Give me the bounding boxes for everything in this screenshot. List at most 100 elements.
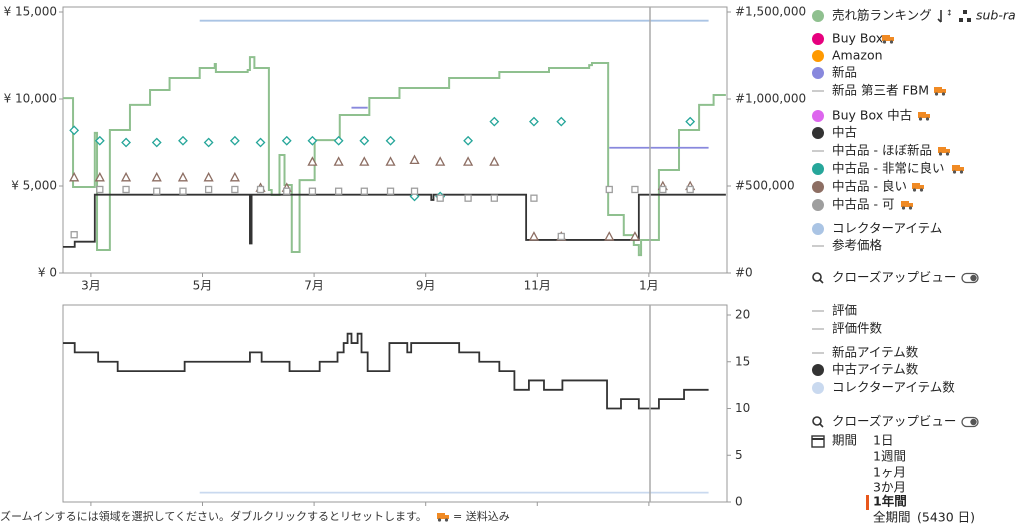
y-tick-label: 0 xyxy=(735,495,743,509)
triangle-marker xyxy=(307,156,318,166)
period-option[interactable]: 1日 xyxy=(873,433,893,448)
legend-label[interactable]: 中古 xyxy=(832,125,857,140)
legend-dot[interactable] xyxy=(812,67,824,79)
period-option[interactable]: 1年間 xyxy=(873,494,907,509)
legend-label[interactable]: 新品 第三者 FBM xyxy=(832,83,929,98)
square-marker xyxy=(153,187,161,195)
tree-icon[interactable] xyxy=(959,10,971,22)
x-tick-label: 7月 xyxy=(304,279,324,293)
square-marker xyxy=(334,187,343,195)
legend-dot[interactable] xyxy=(812,223,824,235)
square-marker xyxy=(204,185,213,194)
triangle-marker xyxy=(229,171,240,182)
diamond-marker xyxy=(463,135,474,146)
triangle-marker xyxy=(120,171,132,182)
legend-label[interactable]: コレクターアイテム数 xyxy=(832,380,955,395)
chart: 0 5 10 15 20 xyxy=(62,304,750,509)
series-line xyxy=(63,193,726,248)
diamond-marker xyxy=(255,137,266,148)
period-option[interactable]: 1週間 xyxy=(873,449,906,464)
legend-label[interactable]: コレクターアイテム xyxy=(832,221,942,236)
closeup-toggle[interactable] xyxy=(961,416,979,428)
truck-icon xyxy=(912,183,924,192)
diamond-marker xyxy=(121,137,131,148)
legend-dot[interactable] xyxy=(812,10,824,22)
truck-icon xyxy=(882,35,894,44)
footer: ズームインするには領域を選択してください。ダブルクリックするとリセットします。 … xyxy=(0,509,510,523)
legend-label[interactable]: Buy Box 中古 xyxy=(832,108,912,123)
diamond-marker xyxy=(529,116,539,127)
legend-label[interactable]: 中古品 - 非常に良い xyxy=(832,161,944,176)
series-line xyxy=(63,332,709,410)
legend-dot[interactable] xyxy=(812,110,824,122)
diamond-marker xyxy=(685,116,696,127)
square-marker xyxy=(659,185,667,194)
triangle-marker xyxy=(604,231,615,241)
closeup-label[interactable]: クローズアップビュー xyxy=(832,270,956,285)
x-tick-label: 5月 xyxy=(193,279,213,293)
triangle-marker xyxy=(151,171,162,182)
sort-icon[interactable]: ↕ xyxy=(937,9,953,23)
x-tick-label: 11月 xyxy=(524,279,551,293)
legend-label[interactable]: 評価 xyxy=(832,303,857,318)
period-option[interactable]: 1ヶ月 xyxy=(873,465,906,480)
legend-label[interactable]: 売れ筋ランキング xyxy=(832,8,932,23)
y-tick-label: #500,000 xyxy=(735,179,795,193)
truck-note: = 送料込み xyxy=(453,509,510,523)
svg-text:↕: ↕ xyxy=(946,9,953,18)
calendar-icon xyxy=(811,435,825,448)
charts[interactable]: ¥ 0 ¥ 5,000 ¥ 10,000 ¥ 15,000 #0 #500,000 #1,0… xyxy=(4,5,807,509)
y-tick-label: ¥ 15,000 xyxy=(4,5,57,19)
diamond-marker xyxy=(333,135,344,146)
diamond-marker xyxy=(151,137,162,148)
square-marker xyxy=(308,187,317,195)
legend-label[interactable]: 新品 xyxy=(832,65,857,80)
triangle-marker xyxy=(333,156,344,166)
legend-label[interactable]: 中古品 - ほぼ新品 xyxy=(832,143,932,158)
triangle-marker xyxy=(385,156,396,166)
y-tick-label: 15 xyxy=(735,354,750,368)
legend-dot[interactable] xyxy=(812,382,824,394)
legend-dot[interactable] xyxy=(812,50,824,62)
truck-icon xyxy=(901,201,913,210)
diamond-marker xyxy=(178,135,188,146)
legend-dot[interactable] xyxy=(812,181,824,193)
legend-dot[interactable] xyxy=(812,127,824,139)
truck-icon xyxy=(938,147,950,156)
legend-dot[interactable] xyxy=(812,199,824,211)
rank-subcategory[interactable]: sub-ra xyxy=(976,8,1016,23)
legend-label[interactable]: 中古アイテム数 xyxy=(832,362,919,377)
legend-label[interactable]: Buy Box xyxy=(832,31,883,46)
closeup-label[interactable]: クローズアップビュー xyxy=(832,414,956,429)
closeup-icon xyxy=(812,416,824,428)
square-marker xyxy=(686,185,694,194)
chart: ¥ 0 ¥ 5,000 ¥ 10,000 ¥ 15,000 #0 #500,000 #1,0… xyxy=(4,5,807,293)
y-tick-label: #1,000,000 xyxy=(735,92,806,106)
closeup-toggle[interactable] xyxy=(961,272,979,284)
triangle-marker xyxy=(629,231,641,241)
legend-dot[interactable] xyxy=(812,163,824,175)
diamond-marker xyxy=(94,135,105,146)
legend-label[interactable]: 中古品 - 可 xyxy=(832,197,894,212)
square-marker xyxy=(464,194,472,202)
legend-label[interactable]: Amazon xyxy=(832,48,883,63)
period-option[interactable]: 3か月 xyxy=(873,480,906,495)
legend-dot[interactable] xyxy=(812,364,824,376)
all-days: (5430 日) xyxy=(917,510,975,525)
triangle-marker xyxy=(435,156,446,166)
legend-label[interactable]: 評価件数 xyxy=(832,321,883,336)
y-tick-label: ¥ 10,000 xyxy=(4,92,57,106)
legend-dot[interactable] xyxy=(812,33,824,45)
period-option[interactable]: 全期間 xyxy=(873,510,911,525)
legend-label[interactable]: 新品アイテム数 xyxy=(832,345,919,360)
zoom-hint: ズームインするには領域を選択してください。ダブルクリックするとリセットします。 xyxy=(0,509,427,523)
legend-label[interactable]: 参考価格 xyxy=(832,238,883,253)
legend: 売れ筋ランキング ↕ sub-ra Buy Box Amazon 新品 新品 第… xyxy=(811,8,1016,525)
square-marker xyxy=(231,185,239,194)
legend-label[interactable]: 中古品 - 良い xyxy=(832,179,907,194)
square-marker xyxy=(386,187,395,195)
y-tick-label: 10 xyxy=(735,401,750,415)
diamond-marker xyxy=(203,137,214,148)
triangle-marker xyxy=(69,171,80,182)
